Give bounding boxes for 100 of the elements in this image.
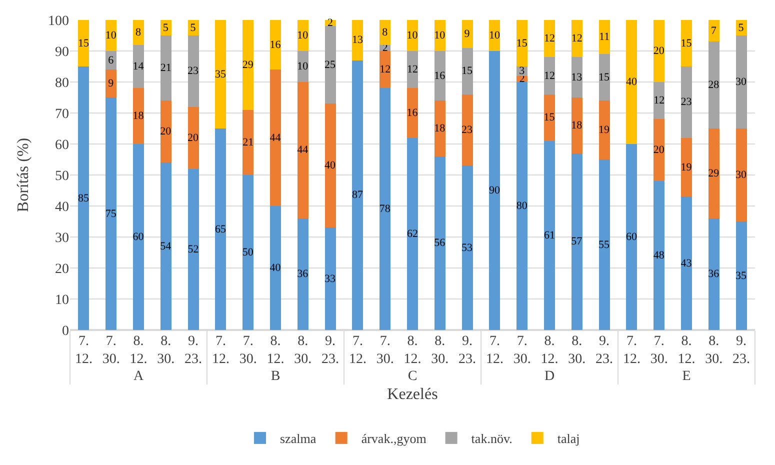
x-tick-label: 8. 12. xyxy=(404,334,422,368)
data-label: 15 xyxy=(516,37,528,50)
bar xyxy=(736,36,747,128)
bar xyxy=(571,20,582,58)
data-label: 80 xyxy=(516,200,528,212)
x-tick-label: 8. 30. xyxy=(294,334,312,368)
data-label: 60 xyxy=(626,231,638,243)
x-tick-label: 7. 30. xyxy=(239,334,257,368)
bar xyxy=(708,128,720,218)
bar xyxy=(462,166,473,330)
data-label: 35 xyxy=(214,68,226,80)
bar xyxy=(160,100,172,163)
bar xyxy=(654,82,665,120)
data-label: 21 xyxy=(242,136,254,148)
y-tick-label: 90 xyxy=(55,44,69,60)
bar xyxy=(270,20,281,70)
y-tick-label: 0 xyxy=(62,324,69,339)
bar xyxy=(544,57,555,94)
bar xyxy=(544,20,555,58)
data-label: 52 xyxy=(188,243,199,256)
data-label: 10 xyxy=(406,30,418,42)
bar xyxy=(462,20,473,48)
data-label: 9 xyxy=(108,78,114,90)
bar xyxy=(324,228,336,330)
bar xyxy=(516,20,528,66)
y-axis-title: Borítás (%) xyxy=(14,138,32,212)
data-label: 23 xyxy=(680,96,692,108)
data-label: 53 xyxy=(462,242,474,254)
bar xyxy=(462,48,473,94)
bar xyxy=(708,20,720,42)
text: B xyxy=(270,369,280,384)
x-tick-label: 8. 30. xyxy=(157,334,175,368)
bar xyxy=(654,181,665,330)
bar xyxy=(242,110,254,175)
y-tick-label: 10 xyxy=(55,292,69,308)
bar xyxy=(681,20,692,66)
bar xyxy=(598,54,610,101)
data-label: 62 xyxy=(407,228,418,240)
data-label: 15 xyxy=(462,65,474,78)
data-label: 11 xyxy=(599,31,610,44)
data-label: 3 xyxy=(519,65,526,78)
y-tick-label: 70 xyxy=(55,106,69,122)
data-label: 18 xyxy=(434,122,446,134)
data-label: 43 xyxy=(680,257,692,270)
y-tick-label: 20 xyxy=(55,262,69,277)
bar xyxy=(78,66,90,330)
data-label: 40 xyxy=(270,262,282,274)
bar xyxy=(571,98,582,154)
data-label: 29 xyxy=(708,167,720,180)
data-label: 65 xyxy=(214,223,226,236)
bar xyxy=(434,20,446,51)
data-label: 20 xyxy=(160,126,172,138)
bar xyxy=(160,36,172,101)
x-tick-label: 7. 12. xyxy=(486,334,504,368)
data-label: 28 xyxy=(708,79,720,92)
data-label: 12 xyxy=(407,64,418,76)
x-tick-label: 7. 12. xyxy=(348,334,366,368)
bar xyxy=(681,66,692,138)
y-tick-label: 100 xyxy=(48,14,69,29)
x-tick-label: 9. 23. xyxy=(596,334,614,368)
data-label: 7 xyxy=(710,24,717,37)
y-tick-label: 80 xyxy=(55,76,69,91)
data-label: 25 xyxy=(324,58,336,71)
bar xyxy=(407,138,418,330)
x-tick-label: 8. 12. xyxy=(266,334,284,368)
data-label: 16 xyxy=(406,107,418,119)
x-tick-label: 9. 23. xyxy=(458,334,476,368)
data-label: 18 xyxy=(132,110,144,122)
bar xyxy=(434,51,446,101)
bar xyxy=(681,196,692,330)
data-label: 12 xyxy=(544,32,555,45)
bar xyxy=(242,20,254,110)
data-label: 30 xyxy=(736,169,748,181)
data-label: 56 xyxy=(434,237,446,250)
bar xyxy=(708,42,720,128)
data-label: 54 xyxy=(160,240,172,252)
bar xyxy=(626,144,638,330)
data-label: 10 xyxy=(105,30,117,42)
data-label: 18 xyxy=(571,119,583,132)
x-tick-label: 9. 23. xyxy=(732,334,750,368)
data-label: 19 xyxy=(680,161,692,174)
data-label: 20 xyxy=(653,144,665,156)
data-label: 16 xyxy=(270,38,282,51)
bar xyxy=(626,20,638,144)
data-label: 10 xyxy=(434,30,446,42)
bar xyxy=(462,94,473,166)
data-label: 13 xyxy=(571,71,583,84)
bar xyxy=(133,44,144,88)
x-tick-label: 7. 30. xyxy=(376,334,394,368)
bar xyxy=(270,70,281,206)
data-label: 19 xyxy=(598,124,610,136)
data-label: 12 xyxy=(654,94,665,107)
x-tick-label: 7. 12. xyxy=(212,334,230,368)
bar xyxy=(188,106,199,169)
text: D xyxy=(544,369,555,384)
data-label: 75 xyxy=(105,208,117,220)
bar xyxy=(571,153,582,330)
bar xyxy=(297,82,308,218)
bar xyxy=(544,140,555,330)
bar xyxy=(297,218,308,330)
